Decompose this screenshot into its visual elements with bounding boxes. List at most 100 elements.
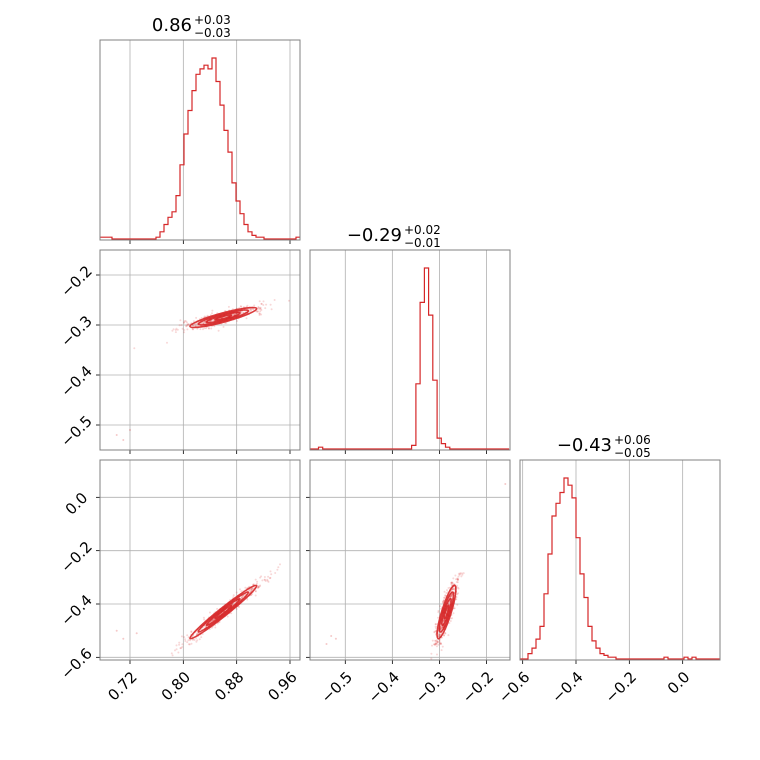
sample-point — [212, 619, 215, 622]
sample-point — [166, 341, 168, 344]
panel-x0-vs-x2: 0.72 0.80 0.88 0.96 0.0 −0.2 −0.4 −0.6 — [57, 459, 301, 704]
sample-point — [183, 331, 186, 334]
sample-point — [264, 307, 267, 310]
sample-point — [208, 611, 211, 614]
sample-point — [439, 628, 442, 631]
sample-point — [256, 580, 259, 583]
contour-level — [189, 306, 258, 329]
sample-point — [457, 578, 460, 580]
sample-point — [200, 317, 203, 319]
sample-point — [206, 314, 209, 317]
sample-point — [250, 588, 253, 591]
sample-point — [264, 580, 267, 582]
panel-frame — [309, 459, 511, 661]
sample-point — [436, 653, 438, 656]
sample-point — [238, 605, 240, 608]
sample-point — [255, 310, 258, 313]
sample-point — [187, 323, 190, 326]
x-tick-label: 0.72 — [104, 668, 140, 704]
sample-point — [193, 323, 196, 326]
sample-point — [434, 642, 437, 644]
panel-frame — [99, 249, 301, 451]
sample-point — [437, 616, 440, 619]
panel-x0-marginal: 0.86 +0.03−0.03 — [99, 13, 301, 244]
sample-point — [451, 582, 454, 585]
sample-point — [442, 600, 444, 603]
sample-point — [440, 627, 443, 629]
sample-point — [269, 576, 272, 579]
sample-point — [439, 605, 442, 608]
sample-point — [455, 581, 458, 583]
sample-point — [443, 596, 446, 599]
sample-point — [260, 313, 263, 316]
contour-level — [197, 309, 250, 326]
sample-point — [274, 572, 277, 574]
sample-point — [183, 321, 186, 324]
sample-point — [447, 634, 450, 637]
sample-point — [180, 647, 183, 650]
sample-point — [266, 579, 269, 582]
sample-point — [204, 320, 206, 323]
sample-point — [184, 320, 187, 323]
title-lower-error: −0.05 — [614, 446, 651, 460]
y-tick-label: −0.2 — [57, 262, 95, 300]
sample-point — [451, 593, 453, 596]
sample-point — [443, 634, 445, 637]
scatter-points — [325, 483, 507, 660]
x-tick-label: 0.88 — [211, 668, 247, 704]
sample-point — [181, 646, 184, 648]
sample-point — [190, 631, 193, 633]
sample-point — [254, 578, 257, 581]
sample-point — [462, 572, 465, 575]
sample-point — [196, 639, 199, 642]
sample-point — [443, 597, 446, 599]
panel-frame — [99, 459, 301, 661]
sample-point — [235, 591, 238, 594]
outlier-point — [330, 635, 333, 637]
sample-point — [434, 642, 437, 645]
y-tick-label: −0.6 — [57, 644, 95, 682]
sample-point — [456, 581, 459, 584]
sample-point — [260, 302, 263, 305]
sample-point — [434, 643, 437, 646]
y-tick-label: −0.4 — [57, 362, 95, 400]
contour-level — [205, 311, 241, 324]
sample-point — [258, 312, 261, 315]
sample-point — [250, 588, 253, 591]
x-tick-label: −0.2 — [459, 668, 497, 706]
sample-point — [174, 331, 177, 334]
sample-point — [187, 643, 190, 646]
sample-point — [257, 585, 260, 588]
sample-point — [192, 324, 194, 327]
sample-point — [440, 607, 442, 610]
sample-point — [250, 590, 253, 592]
panel-title: −0.43 — [557, 435, 612, 456]
sample-point — [259, 307, 262, 310]
sample-point — [440, 649, 443, 652]
sample-point — [177, 651, 180, 654]
sample-point — [440, 643, 443, 646]
title-lower-error: −0.01 — [404, 236, 441, 250]
sample-point — [441, 645, 444, 648]
sample-point — [174, 329, 177, 331]
sample-point — [436, 640, 439, 643]
x-tick-label: −0.4 — [548, 668, 586, 706]
sample-point — [256, 310, 259, 313]
outlier-point — [504, 483, 507, 485]
sample-point — [211, 312, 213, 315]
sample-point — [450, 595, 453, 598]
sample-point — [187, 636, 190, 639]
histogram-step — [310, 267, 510, 450]
contour-level — [436, 584, 457, 640]
sample-point — [257, 585, 260, 588]
scatter-points — [115, 563, 281, 657]
sample-point — [439, 642, 442, 645]
sample-point — [257, 586, 260, 589]
y-tick-label: −0.5 — [57, 412, 95, 450]
sample-point — [191, 638, 194, 641]
sample-point — [449, 596, 452, 598]
sample-point — [258, 312, 261, 315]
sample-point — [254, 590, 257, 593]
sample-point — [263, 578, 266, 581]
